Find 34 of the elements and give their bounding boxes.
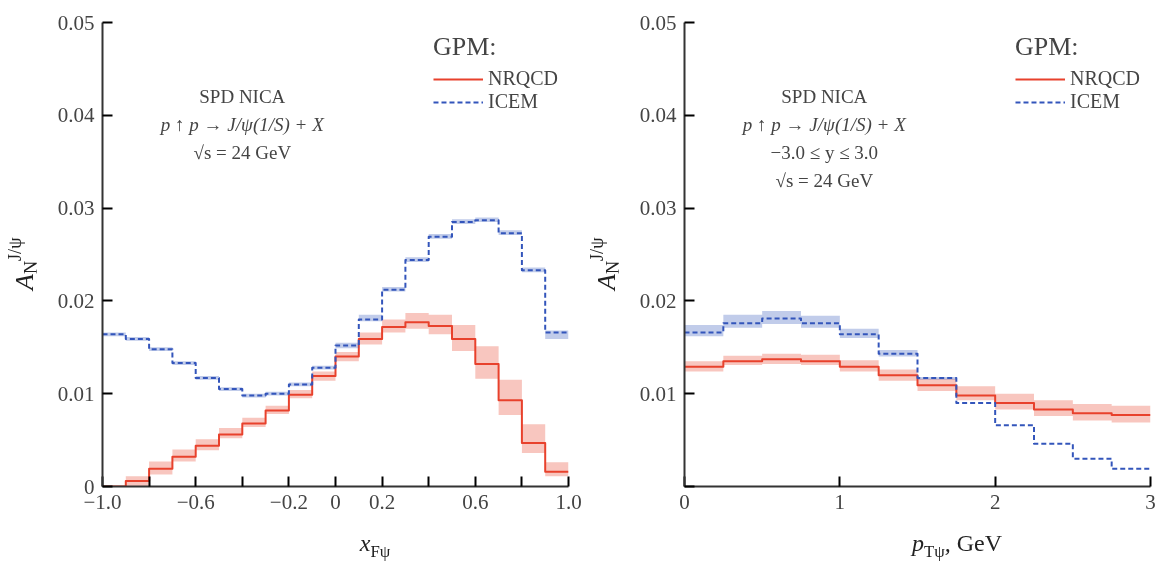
y-tick-label: 0.05	[57, 10, 95, 35]
x-axis-title: x$_{Fψ}$	[359, 530, 391, 561]
legend-label: NRQCD	[1069, 67, 1140, 90]
annotation: √s = 24 GeV	[775, 170, 874, 192]
x-tick-label: 1.0	[555, 489, 582, 514]
y-tick-label: 0.01	[639, 381, 677, 406]
x-tick-label: 0.2	[368, 489, 396, 514]
annotation: SPD NICA	[199, 86, 286, 108]
x-tick-label: 2	[989, 489, 1001, 514]
legend-label: ICEM	[1069, 90, 1120, 113]
annotation: −3.0 ≤ y ≤ 3.0	[770, 142, 879, 164]
y-tick-label: 0.03	[57, 196, 95, 221]
legend-title: GPM:	[1014, 32, 1080, 62]
x-tick-label: 3	[1145, 489, 1156, 514]
annotation: √s = 24 GeV	[193, 142, 292, 164]
y-tick-label: 0.03	[639, 196, 677, 221]
annotation: p ↑ p → J/ψ(1/S) + X	[158, 114, 326, 137]
y-tick-label: 0.02	[639, 288, 677, 313]
y-tick-label: 0.04	[639, 103, 677, 128]
x-tick-label: −0.6	[176, 489, 215, 514]
legend-label: ICEM	[487, 90, 538, 113]
y-tick-label: 0.02	[57, 288, 95, 313]
x-tick-label: 1	[834, 489, 846, 514]
annotation: p ↑ p → J/ψ(1/S) + X	[740, 114, 908, 137]
y-tick-label: 0.01	[57, 381, 95, 406]
x-tick-label: 0	[330, 489, 341, 514]
annotation: SPD NICA	[781, 86, 868, 108]
x-axis-title: p$_{Tψ}$, GeV	[911, 529, 1003, 563]
x-tick-label: 0.6	[462, 489, 489, 514]
x-tick-label: −0.2	[269, 489, 308, 514]
y-tick-label: 0.05	[639, 10, 677, 35]
legend-label: NRQCD	[487, 67, 558, 90]
legend-title: GPM:	[432, 32, 498, 62]
y-tick-label: 0.04	[57, 103, 95, 128]
